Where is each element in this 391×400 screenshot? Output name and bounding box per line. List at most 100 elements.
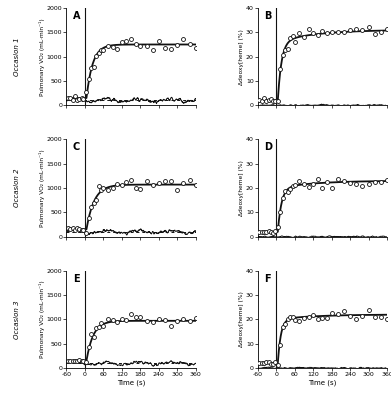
- Point: [156, 179, 162, 186]
- Point: [378, 314, 384, 320]
- Point: [114, 46, 120, 53]
- Point: [86, 344, 92, 351]
- Point: [280, 194, 286, 201]
- Point: [372, 314, 378, 320]
- Point: [193, 45, 199, 51]
- Point: [79, 358, 85, 364]
- Point: [296, 178, 303, 184]
- Point: [256, 229, 262, 235]
- Point: [128, 177, 134, 183]
- Point: [289, 33, 296, 40]
- Point: [174, 318, 180, 325]
- Point: [261, 95, 267, 101]
- Point: [105, 316, 111, 322]
- Text: Occasion 3: Occasion 3: [14, 300, 20, 339]
- Point: [287, 314, 293, 320]
- Point: [335, 176, 341, 182]
- Point: [315, 32, 321, 38]
- Point: [359, 27, 366, 34]
- Point: [86, 76, 92, 82]
- Point: [272, 359, 278, 366]
- Point: [109, 44, 116, 50]
- X-axis label: Time (s): Time (s): [308, 380, 337, 386]
- Point: [301, 181, 307, 187]
- Point: [193, 315, 199, 321]
- Point: [67, 95, 73, 101]
- Point: [263, 359, 269, 366]
- Point: [265, 359, 272, 366]
- Point: [96, 324, 102, 330]
- Point: [328, 29, 335, 36]
- Point: [353, 181, 359, 187]
- Point: [72, 227, 78, 233]
- Point: [359, 313, 366, 320]
- Point: [256, 97, 262, 103]
- Point: [378, 179, 384, 186]
- X-axis label: Time (s): Time (s): [117, 380, 145, 386]
- Point: [270, 360, 276, 367]
- Point: [128, 35, 134, 42]
- Point: [72, 93, 78, 100]
- Point: [137, 314, 143, 321]
- Text: F: F: [264, 274, 271, 284]
- Point: [372, 31, 378, 37]
- Point: [79, 94, 85, 101]
- Point: [124, 317, 130, 324]
- Y-axis label: Pulmonary VO₂ (mL·min⁻¹): Pulmonary VO₂ (mL·min⁻¹): [39, 280, 45, 358]
- Point: [256, 360, 262, 366]
- Point: [70, 358, 76, 365]
- Point: [277, 342, 283, 348]
- Point: [315, 176, 321, 182]
- Point: [98, 320, 104, 326]
- Point: [324, 30, 330, 36]
- Point: [280, 52, 286, 58]
- Point: [80, 227, 86, 233]
- Point: [65, 225, 71, 231]
- Point: [366, 23, 372, 30]
- Point: [96, 50, 102, 56]
- Point: [359, 183, 366, 190]
- Point: [96, 183, 102, 190]
- Point: [83, 358, 90, 365]
- Text: B: B: [264, 11, 272, 21]
- Point: [67, 358, 73, 364]
- Point: [119, 38, 125, 45]
- Point: [275, 361, 281, 368]
- Point: [80, 96, 86, 102]
- Point: [109, 185, 116, 191]
- Point: [67, 225, 73, 232]
- Point: [310, 180, 316, 187]
- Point: [270, 98, 276, 104]
- Point: [328, 310, 335, 316]
- Point: [70, 225, 76, 232]
- Point: [384, 176, 390, 183]
- Point: [310, 30, 316, 36]
- Point: [128, 310, 134, 317]
- Point: [124, 179, 130, 185]
- Point: [277, 66, 283, 73]
- Point: [319, 184, 326, 191]
- Point: [93, 197, 99, 204]
- Point: [265, 97, 272, 104]
- Point: [88, 204, 95, 210]
- Point: [180, 316, 187, 322]
- Point: [287, 35, 293, 42]
- Point: [324, 179, 330, 185]
- Point: [156, 38, 162, 44]
- Point: [296, 30, 303, 36]
- Point: [305, 26, 312, 32]
- Point: [133, 41, 139, 48]
- Point: [265, 228, 272, 234]
- Point: [174, 187, 180, 193]
- Point: [105, 43, 111, 50]
- Point: [88, 65, 95, 71]
- Point: [296, 318, 303, 324]
- Point: [258, 98, 265, 104]
- Point: [277, 209, 283, 216]
- Point: [328, 185, 335, 192]
- Point: [292, 39, 298, 45]
- Point: [193, 182, 199, 188]
- Point: [133, 313, 139, 320]
- Point: [91, 64, 97, 70]
- Point: [263, 228, 269, 235]
